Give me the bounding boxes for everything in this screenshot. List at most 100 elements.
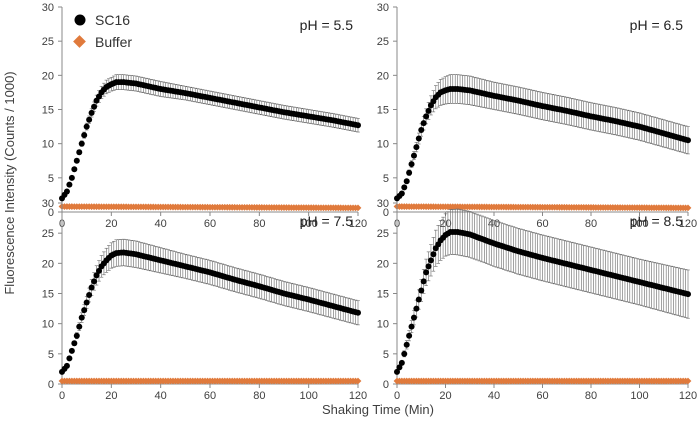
sc16-point xyxy=(685,137,691,144)
sc16-point xyxy=(355,122,361,129)
sc16-point xyxy=(413,144,420,151)
x-tick-label: 20 xyxy=(105,218,117,230)
y-tick-label: 15 xyxy=(42,289,54,301)
x-tick-label: 80 xyxy=(585,218,597,230)
y-tick-label: 15 xyxy=(377,289,389,301)
x-tick-label: 40 xyxy=(155,390,167,402)
sc16-point xyxy=(93,272,100,279)
x-tick-label: 80 xyxy=(585,390,597,402)
sc16-point xyxy=(355,309,361,316)
sc16-point xyxy=(415,135,422,142)
y-tick-label: 10 xyxy=(377,139,389,151)
sc16-point xyxy=(403,178,410,185)
sc16-point xyxy=(63,188,70,195)
sc16-point xyxy=(78,140,85,147)
x-tick-label: 100 xyxy=(630,390,648,402)
sc16-point xyxy=(420,120,427,127)
sc16-point xyxy=(415,296,422,303)
y-tick-label: 10 xyxy=(42,139,54,151)
sc16-point xyxy=(78,314,85,321)
sc16-point xyxy=(410,152,417,159)
x-tick-label: 20 xyxy=(105,390,117,402)
sc16-point xyxy=(401,184,408,191)
x-tick-label: 60 xyxy=(204,218,216,230)
sc16-point xyxy=(66,181,73,188)
sc16-point xyxy=(398,359,405,366)
buffer-point xyxy=(684,204,692,212)
x-tick-label: 60 xyxy=(536,390,548,402)
sc16-point xyxy=(96,267,102,274)
x-tick-label: 80 xyxy=(253,218,265,230)
sc16-point xyxy=(408,323,415,330)
x-tick-label: 100 xyxy=(299,390,317,402)
sc16-point xyxy=(86,116,93,123)
sc16-point xyxy=(68,174,75,181)
x-tick-label: 100 xyxy=(630,218,648,230)
legend: SC16 Buffer xyxy=(73,12,132,50)
y-tick-label: 15 xyxy=(377,105,389,117)
sc16-point xyxy=(685,291,691,298)
y-tick-label: 0 xyxy=(48,207,54,219)
panel-title: pH = 6.5 xyxy=(630,17,684,33)
x-tick-label: 100 xyxy=(299,218,317,230)
sc16-point xyxy=(63,362,70,369)
x-tick-label: 40 xyxy=(488,390,500,402)
x-tick-label: 120 xyxy=(349,390,367,402)
legend-label-sc16: SC16 xyxy=(95,12,130,28)
legend-marker-buffer xyxy=(73,35,86,48)
y-tick-label: 25 xyxy=(42,36,54,48)
y-tick-label: 10 xyxy=(42,319,54,331)
x-tick-label: 60 xyxy=(536,218,548,230)
sc16-point xyxy=(425,107,432,114)
y-tick-label: 5 xyxy=(48,349,54,361)
buffer-point xyxy=(354,377,362,385)
sc16-point xyxy=(423,269,430,276)
y-tick-label: 5 xyxy=(48,173,54,185)
y-tick-label: 15 xyxy=(42,105,54,117)
sc16-point xyxy=(406,169,413,176)
x-tick-label: 80 xyxy=(253,390,265,402)
buffer-point xyxy=(354,204,362,212)
panel-title: pH = 5.5 xyxy=(300,17,354,33)
sc16-point xyxy=(76,323,83,330)
x-tick-label: 120 xyxy=(679,218,697,230)
x-tick-label: 60 xyxy=(204,390,216,402)
sc16-point xyxy=(418,287,425,294)
panel-title: pH = 8.5 xyxy=(630,213,684,229)
sc16-point xyxy=(425,263,432,270)
legend-label-buffer: Buffer xyxy=(95,34,132,50)
x-tick-label: 120 xyxy=(349,218,367,230)
y-tick-label: 0 xyxy=(383,379,389,391)
sc16-point xyxy=(76,149,83,156)
sc16-point xyxy=(427,257,434,264)
y-tick-label: 30 xyxy=(42,2,54,14)
y-tick-label: 0 xyxy=(383,207,389,219)
sc16-point xyxy=(71,340,78,347)
sc16-point xyxy=(396,364,403,371)
y-tick-label: 30 xyxy=(377,198,389,210)
y-tick-label: 30 xyxy=(377,2,389,14)
sc16-point xyxy=(68,347,75,354)
sc16-point xyxy=(83,123,90,130)
y-tick-label: 5 xyxy=(383,173,389,185)
y-tick-label: 30 xyxy=(42,198,54,210)
x-tick-label: 40 xyxy=(155,218,167,230)
sc16-point xyxy=(83,299,90,306)
sc16-point xyxy=(91,103,98,110)
y-tick-label: 5 xyxy=(383,349,389,361)
sc16-point xyxy=(73,157,80,164)
y-tick-label: 20 xyxy=(377,258,389,270)
legend-marker-sc16 xyxy=(74,14,86,26)
y-tick-label: 20 xyxy=(42,70,54,82)
sc16-point xyxy=(406,332,413,339)
sc16-point xyxy=(423,113,430,120)
sc16-point xyxy=(86,292,93,299)
sc16-point xyxy=(398,190,405,197)
y-axis-title: Fluorescence Intensity (Counts / 1000) xyxy=(2,71,17,294)
y-tick-label: 0 xyxy=(48,379,54,391)
